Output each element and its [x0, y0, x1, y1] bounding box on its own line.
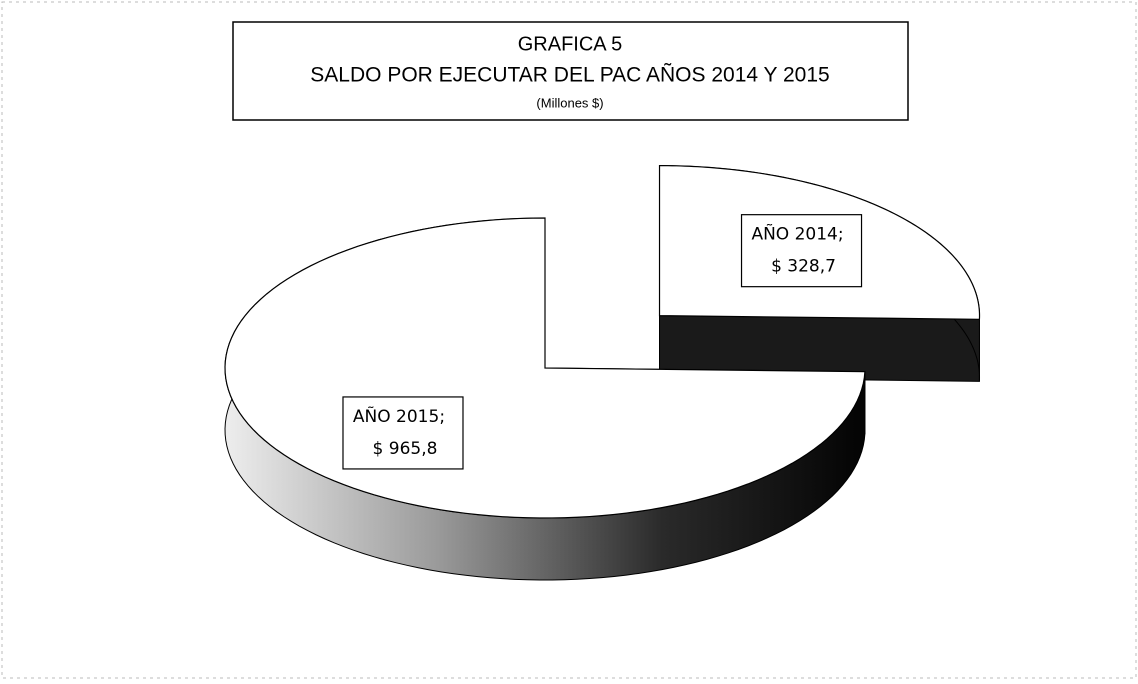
data-label: AÑO 2015;	[353, 405, 445, 427]
data-label-separator: ;	[439, 407, 445, 427]
data-label-separator: ;	[838, 225, 844, 245]
data-label-value: $ 965,8	[373, 439, 438, 459]
data-label-box	[740, 214, 863, 288]
data-label-category: AÑO 2014	[751, 223, 837, 245]
chart-subtitle: (Millones $)	[536, 95, 603, 110]
data-label: AÑO 2014;	[751, 223, 843, 245]
data-label-box	[342, 396, 464, 470]
data-label-value: $ 328,7	[771, 257, 836, 277]
chart-title: GRAFICA 5	[518, 33, 622, 55]
title-box	[232, 21, 909, 121]
chart-title: SALDO POR EJECUTAR DEL PAC AÑOS 2014 Y 2…	[310, 63, 829, 87]
data-label-category: AÑO 2015	[353, 405, 439, 427]
